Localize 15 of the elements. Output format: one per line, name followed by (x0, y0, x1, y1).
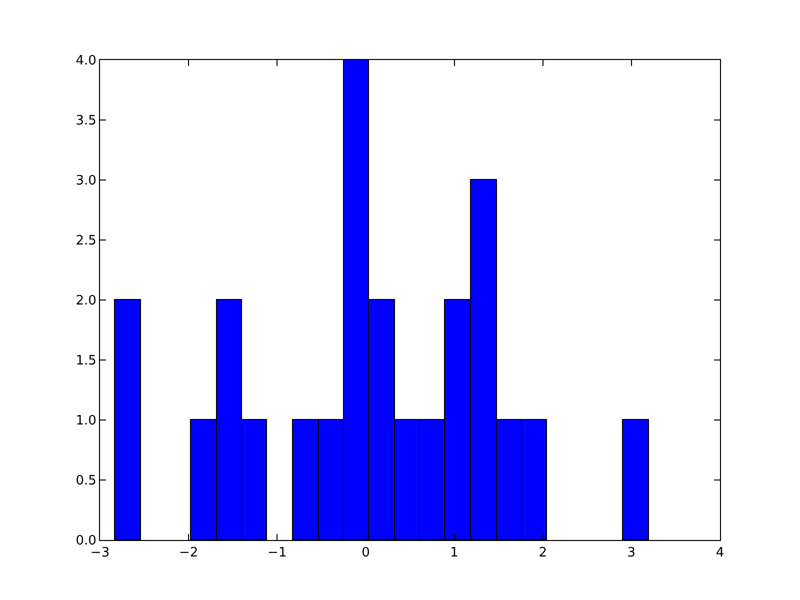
y-tick-label: 0.5 (76, 474, 96, 489)
x-tick-label: 2 (538, 546, 547, 561)
y-tick-label: 3.5 (76, 114, 96, 129)
x-tick-label: 3 (627, 546, 636, 561)
y-tick-label: 1.0 (76, 414, 96, 429)
x-tick-label: 4 (716, 546, 724, 561)
y-tick-label: 2.0 (76, 294, 96, 309)
x-tick-label: 0 (362, 546, 370, 561)
x-tick-label: −2 (178, 546, 198, 561)
y-tick-label: 4.0 (76, 54, 96, 69)
y-tick-label: 1.5 (76, 354, 96, 369)
x-tick-label: −1 (268, 546, 287, 561)
y-tick-label: 2.5 (76, 234, 96, 249)
y-tick-label: 3.0 (76, 174, 96, 189)
x-tick-label: 1 (450, 546, 458, 561)
